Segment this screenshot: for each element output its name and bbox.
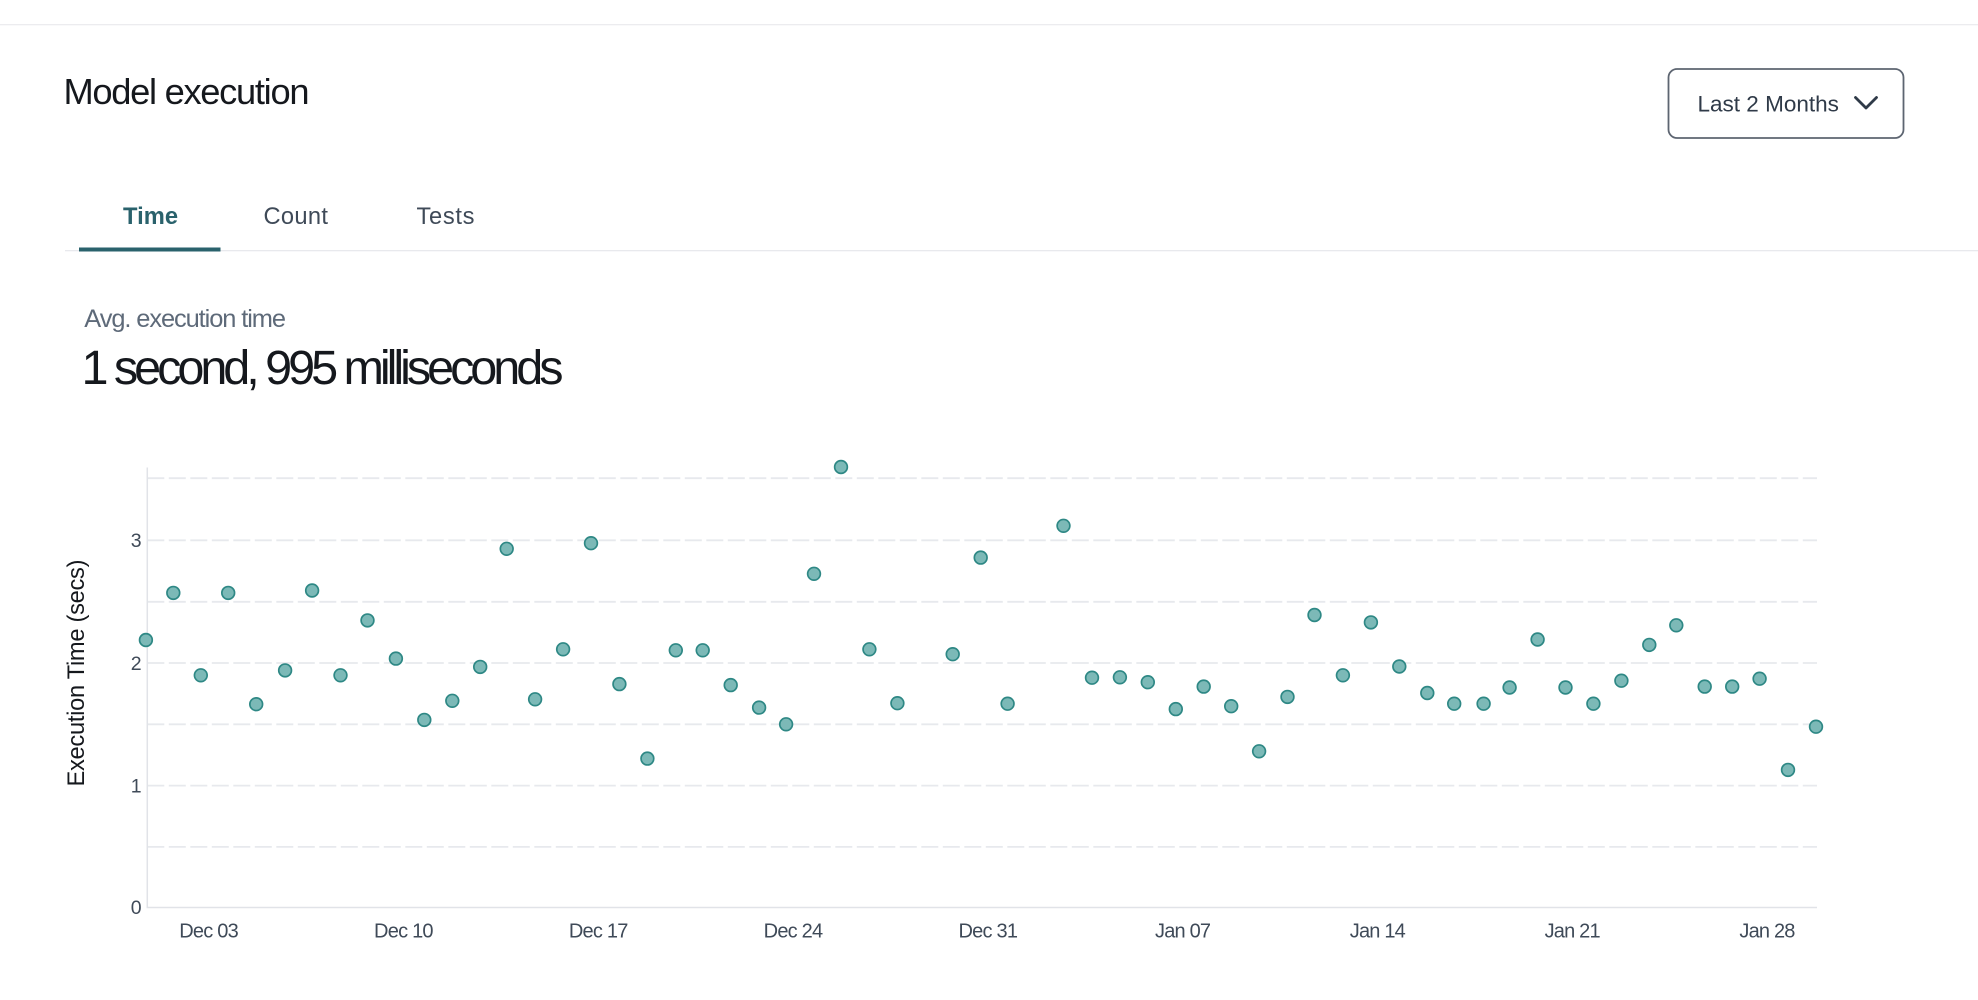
- svg-text:Dec 24: Dec 24: [764, 921, 824, 943]
- svg-text:Last 2 Months: Last 2 Months: [1698, 91, 1839, 116]
- svg-text:3: 3: [131, 530, 142, 552]
- svg-text:Time: Time: [123, 204, 178, 230]
- svg-text:Avg. execution time: Avg. execution time: [84, 305, 286, 333]
- svg-text:0: 0: [131, 897, 142, 919]
- svg-text:Jan 21: Jan 21: [1545, 921, 1601, 943]
- svg-text:1 second, 995 milliseconds: 1 second, 995 milliseconds: [82, 341, 564, 395]
- svg-text:Tests: Tests: [417, 204, 475, 230]
- svg-text:Model execution: Model execution: [64, 71, 310, 112]
- svg-text:Dec 03: Dec 03: [179, 921, 239, 943]
- svg-text:1: 1: [131, 775, 142, 797]
- svg-text:Jan 07: Jan 07: [1155, 921, 1211, 943]
- svg-text:Count: Count: [264, 204, 329, 230]
- svg-text:Dec 10: Dec 10: [374, 921, 434, 943]
- svg-text:Dec 17: Dec 17: [569, 921, 629, 943]
- svg-text:Execution Time (secs): Execution Time (secs): [64, 560, 90, 787]
- svg-text:Dec 31: Dec 31: [958, 921, 1017, 943]
- svg-text:Jan 14: Jan 14: [1350, 921, 1406, 943]
- svg-text:Jan 28: Jan 28: [1739, 921, 1795, 943]
- svg-text:2: 2: [131, 653, 142, 675]
